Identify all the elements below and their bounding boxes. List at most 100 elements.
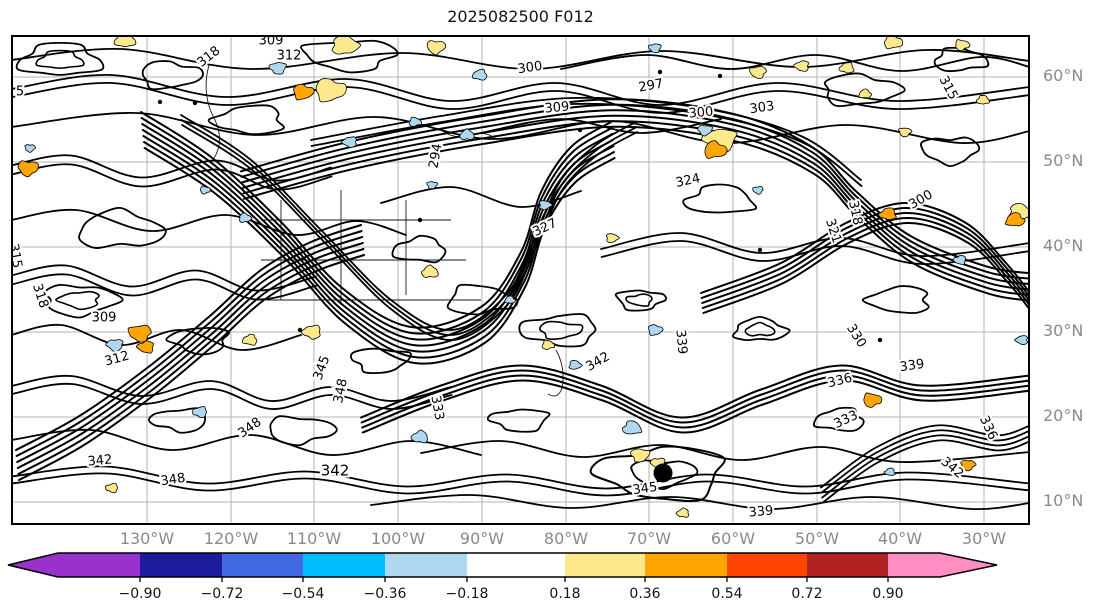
map-border	[11, 35, 1030, 525]
colorbar-tick-label: −0.90	[119, 586, 162, 602]
contour-line	[11, 428, 482, 456]
negative-anomaly-patch	[105, 339, 124, 353]
contour-label: 330	[843, 321, 869, 350]
contour-line	[243, 125, 1030, 302]
contour-line	[700, 206, 1030, 299]
contour-line	[11, 382, 453, 410]
colorbar-tick-label: −0.72	[201, 586, 244, 602]
lon-tick-label: 50°W	[794, 529, 840, 548]
contour-line	[360, 364, 1030, 419]
contour-line	[360, 369, 1030, 424]
contour-line	[18, 254, 365, 481]
contour-lines	[11, 39, 1030, 510]
contour-closed-loop	[539, 320, 584, 340]
contour-closed-loop	[446, 283, 519, 316]
positive-anomaly-patch	[898, 127, 913, 138]
contour-label: 342	[87, 452, 113, 469]
contour-line	[16, 236, 364, 463]
contour-label: 342	[321, 462, 350, 480]
colorbar-tick-label: 0.18	[549, 586, 580, 602]
negative-anomaly-patch	[459, 128, 475, 141]
contour-closed-loop	[391, 234, 447, 264]
contour-line	[370, 494, 1030, 510]
contour-label: 300	[688, 104, 714, 121]
colorbar-tick-label: 0.72	[791, 586, 822, 602]
positive-anomaly-patch	[976, 94, 990, 105]
contour-line	[241, 114, 1030, 291]
point-marker	[717, 73, 723, 79]
positive-anomaly-patch	[541, 339, 556, 350]
contour-line	[11, 264, 317, 292]
lat-tick-label: 20°N	[1043, 406, 1084, 425]
point-marker	[297, 327, 303, 333]
contour-label: 324	[674, 171, 701, 191]
contour-closed-loop	[300, 39, 399, 74]
colorbar-tick-label: −0.36	[364, 586, 407, 602]
positive-anomaly-patch	[838, 62, 855, 74]
contour-closed-loop	[823, 72, 906, 108]
colorbar-tick-label: −0.54	[282, 586, 325, 602]
colorbar-tick-label: 0.90	[872, 586, 903, 602]
positive-anomaly-patch	[675, 507, 690, 518]
contour-line	[11, 163, 333, 191]
contour-line	[702, 221, 1030, 314]
positive-anomaly-patch	[955, 39, 971, 52]
negative-anomaly-patch	[410, 429, 428, 444]
positive-anomaly-patch	[242, 333, 258, 346]
positive-anomaly-patch	[858, 88, 872, 99]
point-marker	[657, 69, 663, 75]
positive-anomaly-patch	[960, 460, 977, 472]
contour-line	[15, 224, 362, 451]
negative-anomaly-patch	[647, 324, 664, 336]
contour-label: 339	[748, 503, 774, 520]
negative-anomaly-patch	[426, 181, 438, 190]
negative-anomaly-patch	[1014, 335, 1029, 345]
negative-anomaly-patch	[239, 212, 253, 223]
contour-line	[11, 374, 452, 402]
colorbar-tick-label: −0.18	[446, 586, 489, 602]
contour-label: 303	[749, 99, 776, 117]
negative-anomaly-patch	[340, 136, 357, 148]
contour-closed-loop	[731, 315, 791, 342]
negative-anomaly-patch	[199, 185, 211, 195]
negative-anomaly-patch	[192, 406, 207, 418]
contour-line	[600, 232, 1030, 257]
contour-line	[181, 124, 639, 341]
contour-line	[11, 74, 1030, 106]
contour-closed-loop	[614, 289, 667, 312]
contour-line	[820, 424, 1030, 489]
contour-closed-loop	[350, 347, 412, 375]
contour-closed-loop	[15, 41, 105, 76]
contour-line	[821, 439, 1030, 504]
negative-anomaly-patch	[471, 68, 488, 81]
negative-anomaly-patch	[24, 144, 37, 153]
lat-tick-label: 40°N	[1043, 236, 1084, 255]
contour-label: 348	[160, 471, 187, 489]
colorbar-segment	[467, 553, 565, 577]
contour-line	[141, 123, 614, 341]
point-marker	[157, 99, 163, 105]
contour-line	[310, 102, 863, 187]
positive-anomaly-patch	[605, 233, 620, 243]
lon-tick-label: 130°W	[119, 529, 175, 548]
positive-anomaly-patch	[105, 482, 119, 494]
positive-anomaly-patch	[704, 140, 728, 159]
negative-anomaly-patch	[697, 124, 713, 137]
contour-closed-loop	[35, 49, 85, 70]
contour-line	[141, 129, 614, 347]
positive-anomaly-patch	[421, 264, 439, 278]
contour-line	[17, 248, 365, 475]
chart-title: 2025082500 F012	[447, 7, 594, 26]
colorbar-segment	[385, 553, 467, 577]
contour-line	[180, 119, 638, 336]
contour-line	[140, 117, 613, 335]
contour-closed-loop	[589, 445, 726, 503]
contour-label: 318	[29, 282, 51, 310]
contour-line	[820, 429, 1030, 494]
colorbar-segment	[807, 553, 888, 577]
lon-tick-label: 110°W	[286, 529, 342, 548]
contour-label: 339	[672, 329, 689, 355]
contour-closed-loop	[141, 60, 204, 91]
